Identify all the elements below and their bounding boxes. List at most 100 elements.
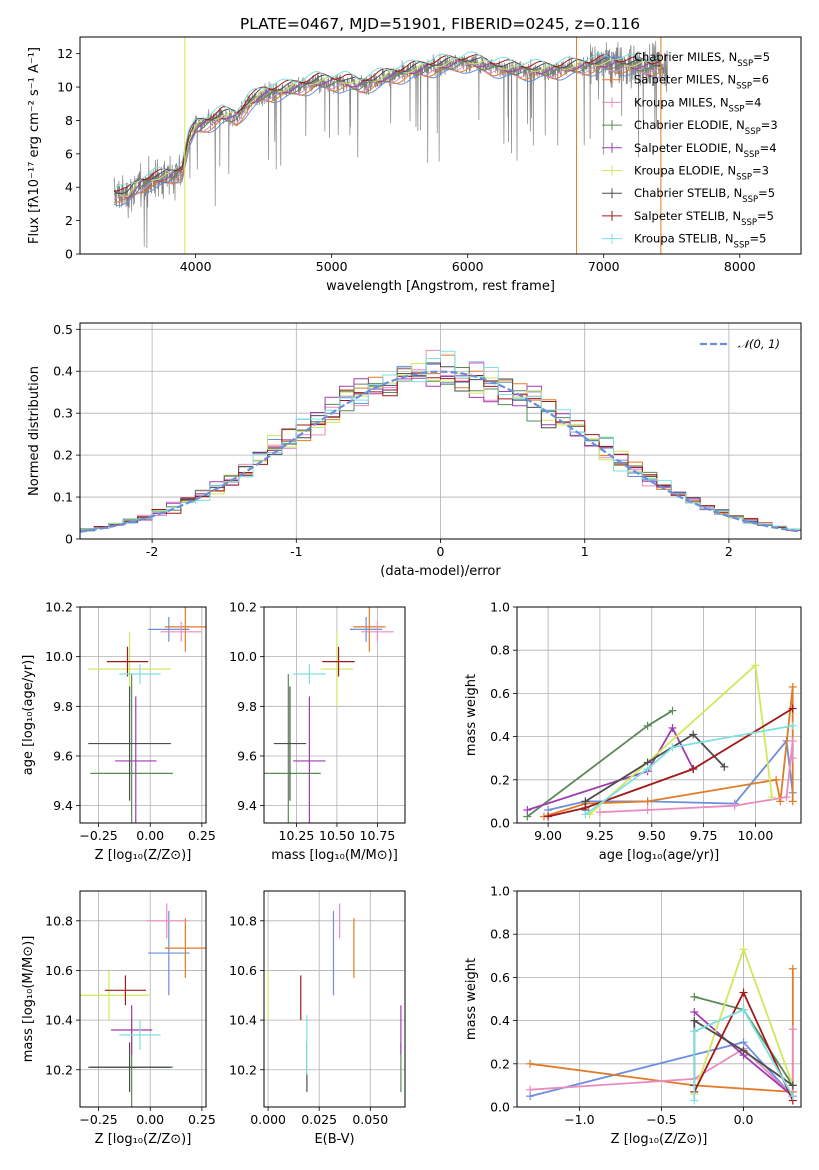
x-tick-label: -2 [146,544,158,559]
x-tick-label: 0.0 [734,1112,754,1127]
x-tick-label: 0.000 [250,1112,286,1127]
error-bars [267,903,402,1093]
legend-label: Kroupa STELIB, NSSP=5 [634,232,766,251]
axes-frame [263,890,406,1108]
x-tick-label: 8000 [724,259,756,274]
y-tick-label: 9.8 [53,699,73,714]
error-bars [88,607,206,823]
y-axis-label: Flux [fλ10⁻¹⁷ erg cm⁻² s⁻¹ A⁻¹] [27,47,42,244]
y-tick-label: 0.3 [53,406,73,421]
age-vs-mass-panel: 10.25 10.50 10.75 9.4 9.6 9.8 10.0 10.2 mass [lo… [229,600,406,863]
x-tick-label: −0.25 [79,1112,117,1127]
legend-label: Chabrier ELODIE, NSSP=3 [634,118,778,137]
y-tick-label: 0.2 [490,772,510,787]
y-tick-label: 10.2 [229,600,257,615]
y-tick-label: 9.8 [237,699,257,714]
x-tick-label: 1 [581,544,589,559]
series-line [547,707,794,818]
x-tick-label: −0.5 [646,1112,676,1127]
y-tick-label: 0.6 [490,686,510,701]
error-bars [80,903,206,1107]
x-tick-label: 0.00 [136,1112,164,1127]
series-line [584,724,793,816]
legend-label: Salpeter STELIB, NSSP=5 [634,209,774,228]
x-axis-label: (data-model)/error [380,564,501,579]
legend-label: Kroupa ELODIE, NSSP=3 [634,164,769,183]
x-tick-label: 9.00 [534,828,562,843]
y-tick-label: 0.8 [490,643,510,658]
x-tick-label: 0.25 [188,828,216,843]
y-tick-label: 10.8 [45,913,73,928]
x-tick-label: 10.00 [737,828,773,843]
x-tick-label: 0.25 [188,1112,216,1127]
y-axis-label: mass weight [464,674,479,756]
x-tick-label: 0 [437,544,445,559]
y-tick-label: 0.2 [53,448,73,463]
x-axis-label: Z [log₁₀(Z/Z⊙)] [95,848,192,863]
residual-histogram-panel: -2 -1 0 1 2 0 0.1 0.2 0.3 0.4 0.5 (data-model)/erro… [27,322,802,579]
y-tick-label: 9.6 [53,748,73,763]
y-tick-label: 6 [65,146,73,161]
x-tick-label: 9.75 [690,828,718,843]
model-spectrum-line [113,63,661,200]
y-tick-label: 9.4 [53,798,73,813]
x-axis-label: mass [log₁₀(M/M⊙)] [271,848,398,863]
axes-frame [79,890,207,1108]
legend-label: Kroupa MILES, NSSP=4 [634,95,761,114]
y-tick-label: 0.2 [490,1056,510,1071]
axes-frame [79,606,207,824]
age-vs-metallicity-panel: −0.25 0.00 0.25 9.4 9.6 9.8 10.0 10.2 Z [log₁₀(Z… [21,600,216,864]
y-tick-label: 9.6 [237,748,257,763]
normal-curve [80,370,801,533]
x-tick-label: 0.050 [352,1112,388,1127]
histogram-step [80,350,801,531]
series-line [693,1008,794,1101]
x-tick-label: 0.025 [301,1112,337,1127]
model-spectrum-line [113,51,662,189]
y-tick-label: 0.8 [490,927,510,942]
mass-vs-ebv-panel: 0.000 0.025 0.050 10.2 10.4 10.6 10.8 E(B-V) [229,890,406,1147]
y-tick-label: 10.2 [229,1062,257,1077]
x-tick-label: 6000 [452,259,484,274]
y-tick-label: 0.6 [490,970,510,985]
y-tick-label: 12 [57,46,73,61]
model-spectrum-line [113,59,662,199]
y-tick-label: 0 [65,247,73,262]
spectrum-lines [113,37,669,254]
x-tick-label: 10.50 [319,828,355,843]
x-tick-label: 0.00 [136,828,164,843]
error-bars [264,607,394,823]
y-axis-label: mass [log₁₀(M/M⊙)] [21,936,36,1063]
legend-label: Chabrier STELIB, NSSP=5 [634,186,775,205]
y-axis-label: mass weight [464,958,479,1040]
y-tick-label: 10.6 [229,963,257,978]
x-tick-label: 10.75 [360,828,396,843]
mass-weight-vs-age-panel: 9.00 9.25 9.50 9.75 10.00 0.0 0.2 0.4 0.6 0.8 1.0 a… [464,600,802,863]
model-spectrum-line [113,54,662,192]
x-tick-label: 5000 [316,259,348,274]
y-tick-label: 4 [65,180,73,195]
x-axis-label: Z [log₁₀(Z/Z⊙)] [611,1132,708,1147]
y-tick-label: 8 [65,113,73,128]
series-line [527,726,695,811]
y-tick-label: 0.4 [490,729,510,744]
y-tick-label: 0.0 [490,816,510,831]
axes-frame [516,890,802,1108]
axes-frame [263,606,406,824]
mass-weight-lines [523,661,797,821]
x-axis-label: Z [log₁₀(Z/Z⊙)] [95,1132,192,1147]
y-tick-label: 0.0 [490,1100,510,1115]
y-tick-label: 0.1 [53,490,73,505]
y-tick-label: 1.0 [490,600,510,615]
series-line [547,738,794,811]
y-tick-label: 0.4 [490,1013,510,1028]
mass-weight-vs-metallicity-panel: −1.0 −0.5 0.0 0.0 0.2 0.4 0.6 0.8 1.0 Z [log₁₀(Z/… [464,884,802,1147]
y-tick-label: 10.4 [229,1013,257,1028]
y-tick-label: 2 [65,213,73,228]
data-spectrum-line [113,40,669,248]
mass-vs-metallicity-panel: −0.25 0.00 0.25 10.2 10.4 10.6 10.8 Z [log₁₀(Z/… [21,890,216,1147]
x-tick-label: 4000 [180,259,212,274]
x-axis-label: wavelength [Angstrom, rest frame] [326,279,555,294]
legend-label: 𝒩(0, 1) [738,337,780,351]
